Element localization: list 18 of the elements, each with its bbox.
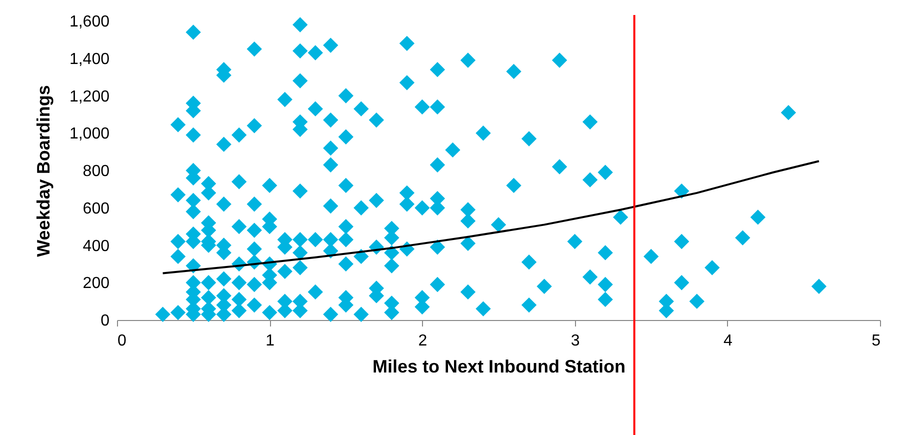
x-tick-label: 0 — [118, 332, 126, 350]
y-tick-label: 1,000 — [69, 126, 110, 143]
x-tick-label: 3 — [570, 332, 580, 350]
x-tick-label: 2 — [418, 332, 428, 350]
x-tick-label: 4 — [723, 332, 732, 350]
y-tick-label: 1,400 — [69, 50, 110, 68]
y-tick-label: 200 — [82, 275, 110, 292]
y-tick-label: 0 — [100, 312, 110, 330]
x-tick-label: 5 — [872, 332, 881, 350]
y-tick-label: 800 — [82, 163, 110, 180]
x-axis-title: Miles to Next Inbound Station — [372, 356, 626, 376]
line-series — [162, 160, 820, 274]
y-tick-label: 400 — [82, 238, 110, 255]
y-axis-title: Weekday Boardings — [33, 85, 54, 257]
y-tick-label: 1,200 — [69, 88, 110, 106]
y-tick-label: 600 — [82, 200, 110, 218]
y-tick-label: 1,600 — [69, 14, 110, 30]
x-tick-label: 1 — [266, 332, 275, 350]
